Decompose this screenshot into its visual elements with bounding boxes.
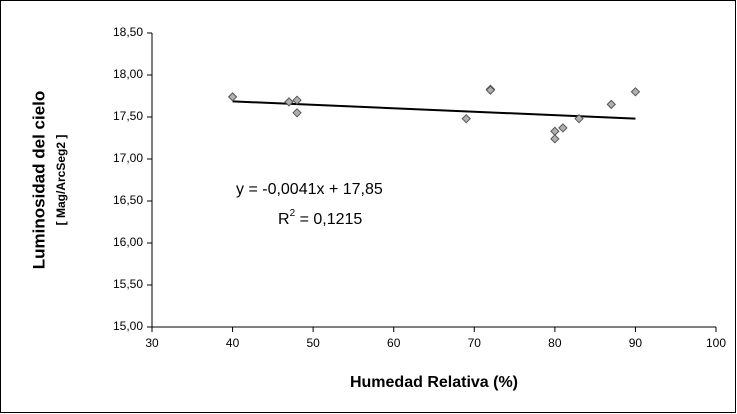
- data-point: [558, 123, 568, 133]
- y-tick-label: 18,00: [113, 67, 143, 81]
- x-tick-label: 70: [468, 336, 482, 350]
- y-tick-label: 16,00: [113, 235, 143, 249]
- x-tick-label: 100: [706, 336, 726, 350]
- data-point: [284, 97, 294, 107]
- data-point: [227, 92, 238, 102]
- y-tick-label: 18,50: [113, 25, 143, 39]
- y-tick-label: 17,00: [113, 151, 143, 165]
- data-point: [550, 134, 560, 144]
- trendline-equation: y = -0,0041x + 17,85: [236, 181, 383, 198]
- data-point: [485, 85, 496, 95]
- trendline: [232, 100, 636, 120]
- data-point: [574, 113, 584, 124]
- x-tick-label: 30: [145, 336, 159, 350]
- r-squared-value: = 0,1215: [295, 211, 362, 228]
- y-axis-unit: [ Mag/ArcSeg2 ]: [54, 135, 68, 226]
- y-axis-label: Luminosidad del cielo: [29, 91, 48, 270]
- y-tick-label: 15,00: [113, 319, 143, 333]
- y-tick-label: 15,50: [113, 277, 143, 291]
- x-tick-label: 60: [387, 336, 401, 350]
- data-point: [292, 108, 302, 118]
- r-squared-r: R: [278, 211, 290, 228]
- x-tick-label: 80: [548, 336, 562, 350]
- y-tick-label: 17,50: [113, 109, 143, 123]
- x-axis-label: Humedad Relativa (%): [350, 374, 518, 391]
- y-tick-label: 16,50: [113, 193, 143, 207]
- x-tick-label: 50: [306, 336, 320, 350]
- r-squared-label: R2 = 0,1215: [278, 208, 362, 229]
- x-tick-label: 90: [629, 336, 643, 350]
- data-point: [461, 113, 471, 124]
- data-point: [292, 95, 302, 105]
- x-tick-label: 40: [226, 336, 240, 350]
- data-point: [630, 87, 641, 97]
- r-squared-sup: 2: [290, 208, 296, 219]
- data-point: [606, 99, 616, 110]
